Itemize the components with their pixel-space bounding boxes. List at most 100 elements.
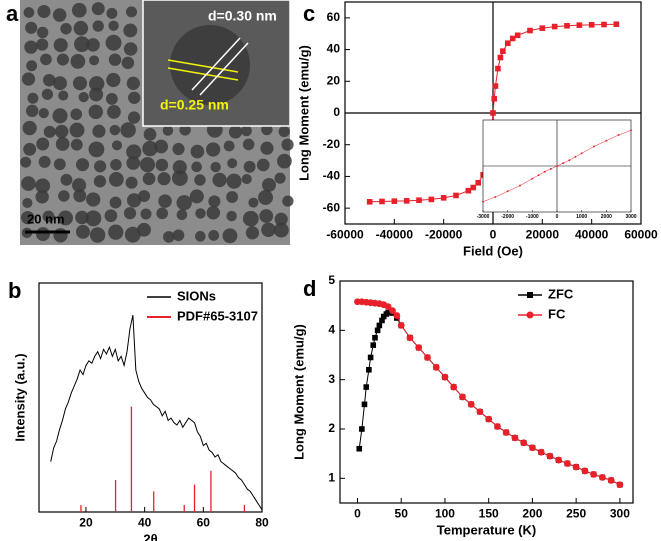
marker: [574, 155, 577, 158]
nanoparticle: [58, 90, 69, 101]
nanoparticle: [228, 125, 243, 139]
nanoparticle: [91, 2, 105, 16]
legend-marker: [527, 292, 533, 298]
nanoparticle: [42, 73, 56, 87]
marker: [598, 473, 606, 481]
marker: [359, 426, 365, 432]
marker: [537, 448, 545, 456]
x-tick-label: -2000: [501, 214, 514, 220]
nanoparticle: [128, 91, 141, 104]
marker: [617, 133, 620, 136]
nanoparticle: [23, 7, 35, 18]
nanoparticle: [126, 156, 141, 170]
y-axis-label: Intensity (a.u.): [12, 353, 27, 441]
panel-label: b: [8, 278, 21, 303]
marker: [572, 463, 580, 471]
scale-bar-label: 20 nm: [27, 211, 65, 226]
y-tick-label: 2: [328, 421, 335, 435]
nanoparticle: [143, 128, 157, 141]
y-tick-label: 3: [328, 372, 335, 386]
marker: [556, 165, 558, 167]
nanoparticle: [53, 228, 68, 243]
nanoparticle: [108, 224, 124, 240]
nanoparticle: [36, 137, 50, 151]
marker: [576, 22, 583, 28]
marker: [428, 196, 435, 203]
nanoparticle: [123, 42, 138, 56]
nanoparticle: [54, 124, 69, 139]
legend-label: SIONs: [177, 288, 216, 303]
y-tick-label: -60: [323, 200, 341, 214]
nanoparticle: [53, 38, 68, 53]
nanoparticle: [172, 142, 185, 156]
nanoparticle: [41, 88, 54, 100]
nanoparticle: [36, 38, 49, 51]
marker: [459, 393, 466, 401]
nanoparticle: [35, 178, 51, 194]
legend-label: ZFC: [548, 286, 574, 301]
nanoparticle: [140, 208, 152, 220]
marker: [509, 35, 516, 42]
marker: [491, 95, 498, 102]
marker: [393, 312, 401, 319]
x-tick-label: 200: [522, 507, 542, 521]
marker: [372, 334, 378, 341]
nanoparticle: [179, 124, 191, 136]
marker: [613, 21, 620, 27]
marker: [453, 192, 459, 199]
nanoparticle: [158, 194, 172, 208]
x-tick-label: 50: [395, 507, 409, 521]
x-tick-label: 60000: [624, 228, 658, 242]
nanoparticle: [94, 160, 107, 173]
marker: [441, 373, 449, 381]
nanoparticle: [93, 175, 107, 188]
nanoparticle: [243, 160, 256, 173]
lattice-line: [191, 37, 241, 91]
nanoparticle: [105, 34, 122, 51]
marker: [432, 363, 440, 371]
marker: [601, 21, 607, 28]
nanoparticle: [69, 122, 85, 138]
nanoparticle: [25, 21, 38, 34]
marker: [630, 129, 632, 132]
x-tick-label: -20000: [425, 228, 463, 242]
nanoparticle: [110, 158, 122, 171]
nanoparticle: [23, 142, 37, 156]
x-tick-label: 40: [138, 516, 152, 530]
marker: [363, 384, 370, 390]
y-axis-label: Long Moment (emu/g): [296, 45, 311, 181]
nanoparticle: [43, 125, 56, 138]
nanoparticle: [89, 55, 100, 66]
marker: [485, 415, 493, 423]
nanoparticle: [208, 195, 221, 208]
x-tick-label: 40000: [575, 228, 609, 242]
marker: [531, 177, 534, 180]
nanoparticle: [106, 72, 121, 88]
x-axis-label: 2θ: [143, 531, 157, 541]
marker: [374, 327, 381, 334]
marker: [490, 110, 496, 116]
nanoparticle: [52, 76, 67, 91]
nanoparticle: [176, 195, 192, 211]
nanoparticle: [155, 158, 169, 172]
nanoparticle: [277, 153, 292, 169]
marker: [376, 322, 383, 329]
marker: [494, 423, 501, 430]
nanoparticle: [223, 140, 235, 152]
nanoparticle: [222, 228, 238, 244]
nanoparticles: [20, 2, 294, 244]
nanoparticle: [88, 141, 105, 158]
marker: [389, 307, 396, 314]
nanoparticle: [172, 229, 185, 242]
lattice-line: [167, 67, 239, 81]
nanoparticle: [245, 226, 260, 240]
nanoparticle: [226, 191, 239, 203]
marker: [555, 456, 563, 464]
legend-label: PDF#65-3107: [177, 308, 258, 323]
marker: [543, 170, 546, 173]
nanoparticle: [58, 190, 70, 202]
nanoparticle: [248, 197, 259, 208]
nanoparticle: [104, 209, 118, 223]
x-tick-label: 60: [197, 516, 211, 530]
legend-marker: [526, 311, 534, 319]
